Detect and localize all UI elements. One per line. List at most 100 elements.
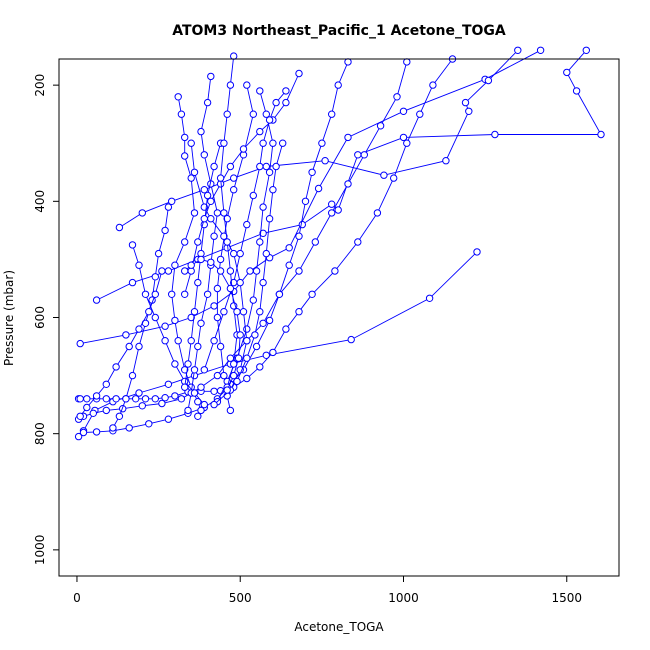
data-point <box>151 395 160 403</box>
data-point <box>285 244 293 252</box>
y-tick-label: 600 <box>33 306 47 329</box>
data-point <box>207 197 215 206</box>
x-tick-label: 0 <box>73 591 81 605</box>
data-point <box>344 180 352 188</box>
data-point <box>465 107 473 116</box>
data-point <box>262 351 270 359</box>
data-point <box>259 203 267 211</box>
x-tick-label: 1500 <box>551 591 582 605</box>
data-point <box>125 424 133 432</box>
data-point <box>298 220 306 229</box>
data-point <box>246 267 254 275</box>
data-point <box>138 209 147 217</box>
data-point <box>200 400 209 409</box>
data-point <box>233 308 241 316</box>
data-point <box>514 46 522 54</box>
series-5 <box>74 55 457 403</box>
data-point <box>154 249 163 258</box>
data-point <box>256 308 264 316</box>
series-18 <box>76 267 166 420</box>
data-point <box>308 290 316 298</box>
data-point <box>314 184 323 193</box>
data-point <box>161 322 169 330</box>
data-point <box>390 174 398 182</box>
data-point <box>311 238 319 246</box>
data-point <box>171 261 179 269</box>
data-point <box>226 406 235 415</box>
y-axis-label: Pressure (mbar) <box>2 270 16 366</box>
data-point <box>151 290 160 298</box>
data-point <box>272 98 280 107</box>
data-point <box>269 186 277 194</box>
data-point <box>243 337 251 345</box>
data-point <box>230 249 238 258</box>
data-point <box>161 226 169 235</box>
data-point <box>197 127 205 136</box>
data-point <box>223 215 231 223</box>
data-point <box>223 386 231 394</box>
data-point <box>171 316 179 325</box>
data-point <box>243 325 251 333</box>
data-point <box>220 139 228 147</box>
data-point <box>102 395 111 403</box>
data-point <box>181 133 189 142</box>
data-point <box>92 296 101 304</box>
data-point <box>83 403 91 412</box>
data-point <box>187 174 195 182</box>
data-point <box>184 360 192 368</box>
data-point <box>259 278 267 287</box>
data-point <box>216 255 225 264</box>
data-point <box>187 313 195 322</box>
data-point <box>220 232 228 240</box>
series-line <box>79 270 163 417</box>
data-point <box>200 366 209 374</box>
data-point <box>181 366 189 374</box>
data-point <box>269 348 277 357</box>
data-point <box>161 337 169 345</box>
data-point <box>135 389 143 397</box>
data-point <box>187 261 195 269</box>
x-tick-label: 500 <box>229 591 252 605</box>
data-point <box>239 308 248 316</box>
data-point <box>344 58 352 66</box>
data-point <box>484 76 493 85</box>
data-point <box>239 145 248 153</box>
data-point <box>354 151 362 159</box>
data-point <box>373 209 382 217</box>
series-2 <box>76 46 545 348</box>
series-3 <box>115 46 522 232</box>
data-point <box>190 168 199 177</box>
data-point <box>256 87 264 95</box>
data-point <box>269 139 277 147</box>
data-point <box>265 116 274 124</box>
series-7 <box>79 58 352 437</box>
data-point <box>83 395 91 403</box>
data-point <box>328 110 336 118</box>
data-point <box>76 339 84 348</box>
data-point <box>461 98 470 107</box>
data-point <box>249 191 258 200</box>
data-point <box>295 267 303 275</box>
series-21 <box>181 255 244 394</box>
data-point <box>135 342 143 351</box>
axes-layer: 0 500 1000 1500 200 400 600 800 1000 <box>33 74 582 605</box>
data-point <box>251 331 259 339</box>
data-point <box>92 428 101 436</box>
data-point <box>184 406 192 415</box>
data-point <box>259 319 267 327</box>
data-point <box>141 395 150 403</box>
series-15 <box>181 139 225 391</box>
data-point <box>393 93 401 101</box>
data-point <box>194 412 202 420</box>
data-point <box>243 220 251 229</box>
data-point <box>174 337 182 345</box>
data-point <box>597 130 605 139</box>
data-point <box>200 186 209 194</box>
data-point <box>272 162 280 171</box>
data-point <box>347 335 355 344</box>
data-point <box>243 354 251 362</box>
data-point <box>344 133 352 142</box>
data-point <box>328 209 336 217</box>
data-point <box>321 157 329 165</box>
